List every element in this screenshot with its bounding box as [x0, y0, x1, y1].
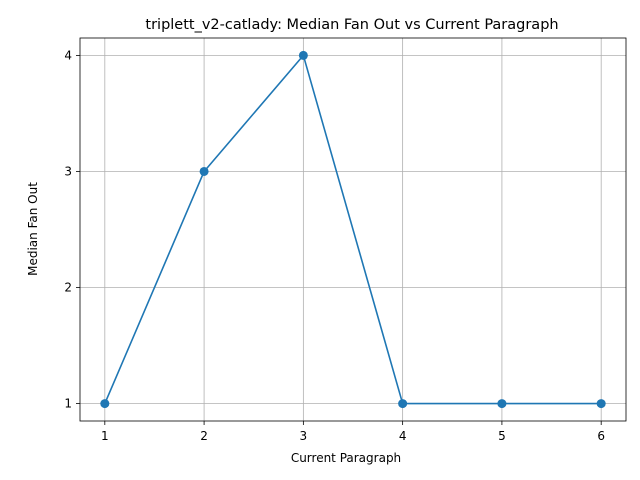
grid-lines	[80, 38, 626, 421]
data-point	[398, 399, 408, 409]
x-tick-label: 5	[498, 429, 506, 443]
y-tick-label: 4	[64, 48, 72, 62]
x-axis-label: Current Paragraph	[291, 451, 401, 465]
data-point	[596, 399, 606, 409]
data-series	[100, 50, 606, 409]
x-tick-label: 6	[597, 429, 605, 443]
y-axis-label: Median Fan Out	[26, 182, 40, 276]
chart-title: triplett_v2-catlady: Median Fan Out vs C…	[145, 17, 558, 33]
plot-area-frame	[79, 37, 627, 422]
data-point	[298, 50, 308, 60]
x-tick-label: 4	[399, 429, 407, 443]
data-point	[199, 166, 209, 176]
y-tick-label: 3	[64, 164, 72, 178]
axis-ticks: 1 2 3 4 5 6 1 2 3 4	[64, 48, 605, 443]
y-tick-label: 2	[64, 281, 72, 295]
x-tick-label: 3	[300, 429, 308, 443]
data-point	[100, 399, 110, 409]
series-line	[104, 54, 602, 405]
y-tick-label: 1	[64, 397, 72, 411]
x-tick-label: 2	[200, 429, 208, 443]
x-tick-label: 1	[101, 429, 109, 443]
data-point	[497, 399, 507, 409]
